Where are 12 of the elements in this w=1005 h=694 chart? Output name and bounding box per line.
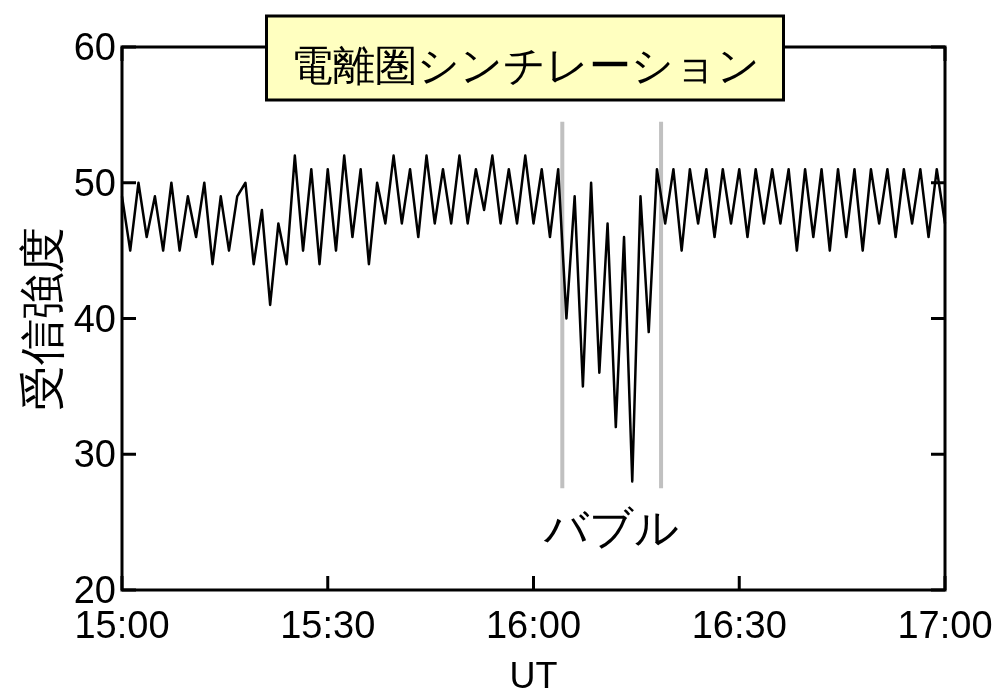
y-tick-label: 40	[73, 297, 116, 340]
x-axis-title: UT	[509, 655, 558, 694]
x-tick-label: 16:30	[691, 604, 787, 646]
y-axis-title: 受信強度	[16, 226, 68, 411]
x-tick-label: 15:30	[280, 604, 376, 646]
y-tick-label: 60	[73, 26, 116, 68]
x-tick-label: 17:00	[897, 604, 993, 646]
x-tick-label: 16:00	[485, 604, 582, 646]
y-tick-label: 30	[73, 433, 116, 476]
chart-title: 電離圏シンチレーション	[290, 42, 760, 89]
annotation: バブル	[543, 502, 680, 552]
y-tick-label: 50	[73, 161, 116, 204]
